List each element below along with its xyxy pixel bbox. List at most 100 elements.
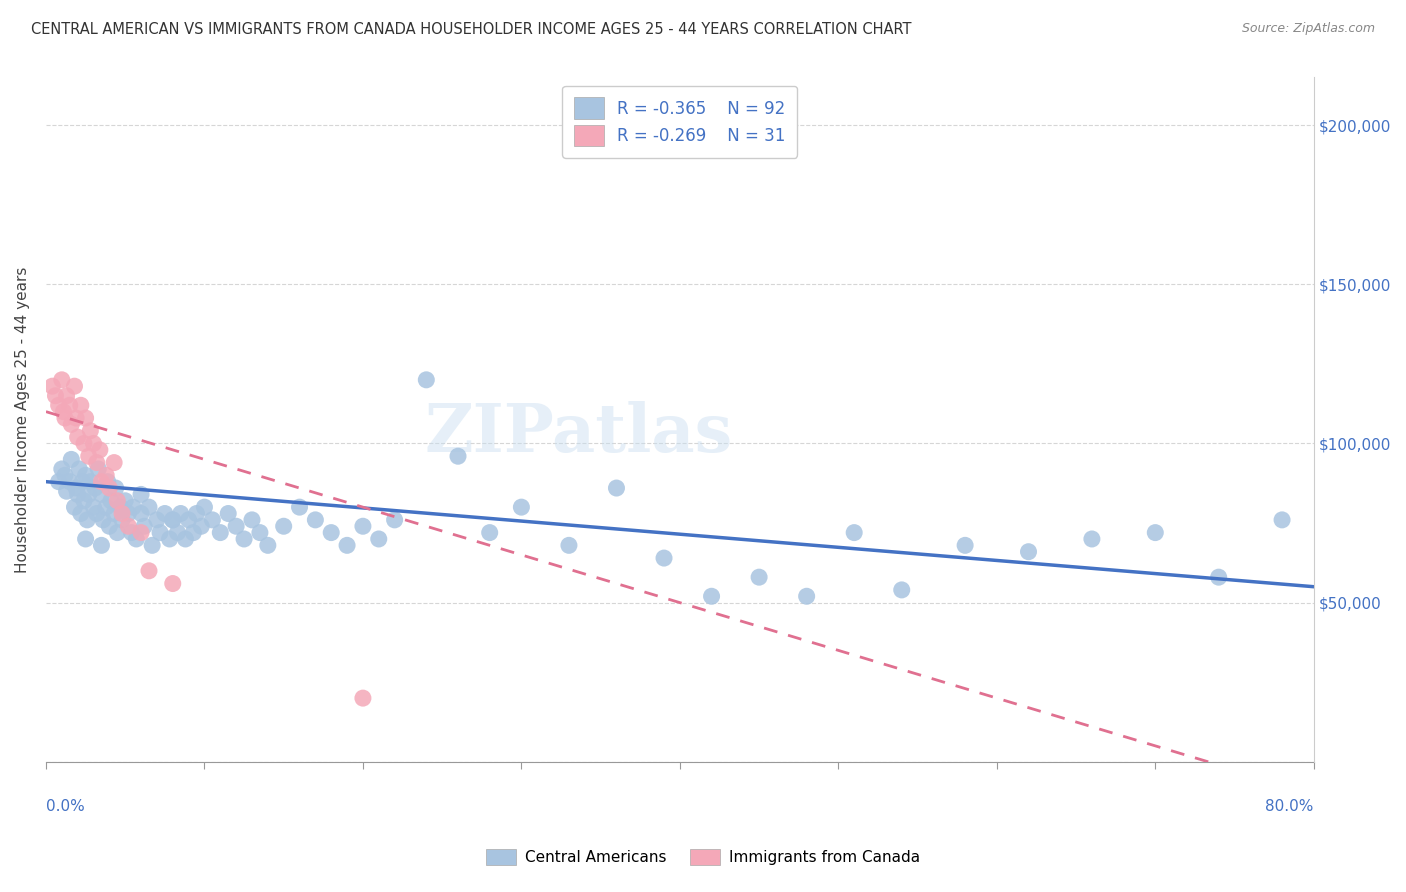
Point bbox=[75, 532, 97, 546]
Point bbox=[129, 525, 152, 540]
Point bbox=[162, 513, 184, 527]
Point bbox=[105, 493, 128, 508]
Point bbox=[41, 379, 63, 393]
Point bbox=[217, 507, 239, 521]
Legend: R = -0.365    N = 92, R = -0.269    N = 31: R = -0.365 N = 92, R = -0.269 N = 31 bbox=[562, 86, 797, 158]
Point bbox=[63, 379, 86, 393]
Point bbox=[121, 525, 143, 540]
Point bbox=[86, 507, 108, 521]
Point bbox=[162, 513, 184, 527]
Point bbox=[59, 475, 82, 489]
Point bbox=[90, 475, 112, 489]
Point bbox=[478, 525, 501, 540]
Point bbox=[1081, 532, 1104, 546]
Point bbox=[510, 500, 533, 515]
Point bbox=[748, 570, 770, 584]
Point bbox=[83, 436, 105, 450]
Point bbox=[51, 373, 73, 387]
Point bbox=[60, 417, 83, 432]
Point bbox=[415, 373, 437, 387]
Point bbox=[51, 462, 73, 476]
Point bbox=[90, 487, 112, 501]
Point bbox=[114, 493, 136, 508]
Point bbox=[256, 538, 278, 552]
Point bbox=[352, 519, 374, 533]
Point bbox=[53, 411, 76, 425]
Point bbox=[84, 481, 107, 495]
Point bbox=[103, 456, 125, 470]
Point bbox=[100, 493, 122, 508]
Point bbox=[367, 532, 389, 546]
Point bbox=[447, 449, 470, 463]
Point bbox=[63, 500, 86, 515]
Legend: Central Americans, Immigrants from Canada: Central Americans, Immigrants from Canad… bbox=[479, 843, 927, 871]
Point bbox=[98, 519, 121, 533]
Point bbox=[233, 532, 256, 546]
Point bbox=[91, 513, 114, 527]
Point bbox=[1144, 525, 1167, 540]
Point bbox=[69, 507, 91, 521]
Point bbox=[55, 389, 77, 403]
Point bbox=[48, 398, 70, 412]
Point bbox=[796, 589, 818, 603]
Point bbox=[79, 424, 101, 438]
Point bbox=[98, 481, 121, 495]
Point bbox=[111, 513, 134, 527]
Point bbox=[110, 500, 132, 515]
Point bbox=[844, 525, 866, 540]
Point bbox=[146, 513, 169, 527]
Point bbox=[153, 507, 176, 521]
Point bbox=[190, 519, 212, 533]
Point bbox=[134, 519, 156, 533]
Point bbox=[90, 538, 112, 552]
Point bbox=[159, 532, 181, 546]
Point bbox=[193, 500, 215, 515]
Text: CENTRAL AMERICAN VS IMMIGRANTS FROM CANADA HOUSEHOLDER INCOME AGES 25 - 44 YEARS: CENTRAL AMERICAN VS IMMIGRANTS FROM CANA… bbox=[31, 22, 911, 37]
Point bbox=[67, 462, 90, 476]
Point bbox=[65, 411, 87, 425]
Point bbox=[186, 507, 208, 521]
Point bbox=[77, 449, 100, 463]
Point bbox=[321, 525, 343, 540]
Point bbox=[83, 500, 105, 515]
Point bbox=[59, 398, 82, 412]
Text: Source: ZipAtlas.com: Source: ZipAtlas.com bbox=[1241, 22, 1375, 36]
Point bbox=[1208, 570, 1230, 584]
Point bbox=[77, 487, 100, 501]
Point bbox=[73, 493, 96, 508]
Point bbox=[336, 538, 359, 552]
Point bbox=[66, 487, 89, 501]
Point bbox=[558, 538, 581, 552]
Point bbox=[96, 500, 118, 515]
Point bbox=[170, 507, 193, 521]
Point bbox=[104, 481, 127, 495]
Point bbox=[125, 532, 148, 546]
Point bbox=[273, 519, 295, 533]
Point bbox=[117, 507, 139, 521]
Point bbox=[605, 481, 627, 495]
Point bbox=[72, 475, 94, 489]
Point bbox=[76, 513, 98, 527]
Point bbox=[75, 411, 97, 425]
Point bbox=[117, 519, 139, 533]
Point bbox=[149, 525, 172, 540]
Point bbox=[79, 475, 101, 489]
Point bbox=[89, 442, 111, 457]
Point bbox=[111, 507, 134, 521]
Point bbox=[201, 513, 224, 527]
Point bbox=[225, 519, 247, 533]
Point bbox=[87, 462, 110, 476]
Point bbox=[166, 525, 188, 540]
Point bbox=[141, 538, 163, 552]
Point bbox=[53, 468, 76, 483]
Point bbox=[129, 507, 152, 521]
Point bbox=[75, 468, 97, 483]
Point bbox=[96, 468, 118, 483]
Point bbox=[177, 513, 200, 527]
Point bbox=[304, 513, 326, 527]
Point bbox=[55, 484, 77, 499]
Point bbox=[86, 456, 108, 470]
Text: ZIPatlas: ZIPatlas bbox=[425, 401, 733, 466]
Point bbox=[240, 513, 263, 527]
Point bbox=[162, 576, 184, 591]
